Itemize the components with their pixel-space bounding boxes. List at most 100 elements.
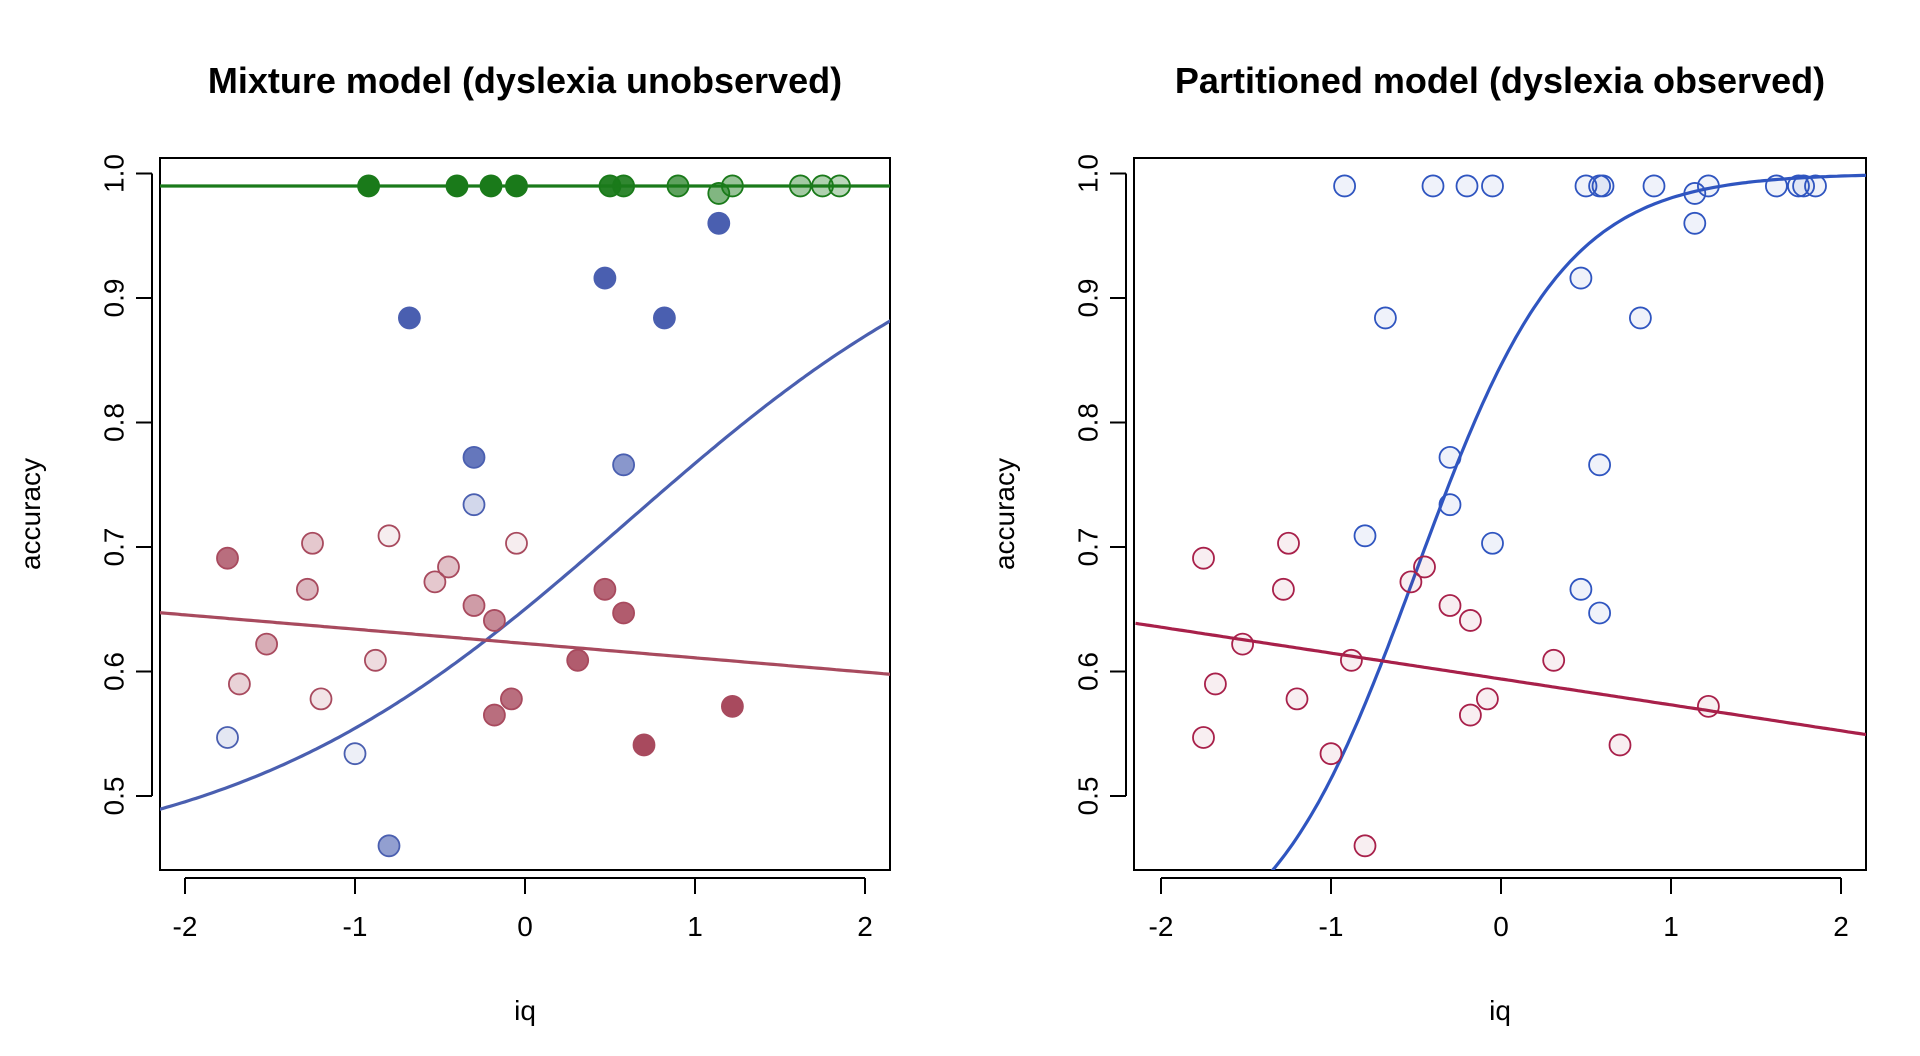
x-tick-label: 0: [1493, 911, 1509, 942]
fit-line: [1270, 173, 1866, 870]
x-tick-label: 1: [687, 911, 703, 942]
data-point: [707, 182, 731, 205]
data-point: [1277, 531, 1300, 555]
series-3: [160, 524, 890, 757]
x-tick-label: -1: [1319, 911, 1344, 942]
x-tick-label: 0: [517, 911, 533, 942]
data-point: [1413, 555, 1436, 579]
fit-line: [160, 611, 890, 676]
x-axis-label: iq: [1489, 995, 1511, 1026]
data-point: [437, 555, 460, 579]
data-point: [1787, 174, 1810, 198]
data-point: [612, 601, 635, 625]
data-point: [1459, 609, 1482, 632]
data-point: [1231, 632, 1254, 656]
data-point: [343, 742, 367, 766]
data-point: [423, 570, 447, 594]
y-tick-label: 0.6: [1073, 652, 1104, 691]
data-point: [1542, 648, 1566, 672]
data-point: [255, 632, 279, 656]
chart-panel-1: Mixture model (dyslexia unobserved) iq acc…: [15, 60, 891, 1026]
data-point: [1569, 577, 1593, 601]
x-tick-label: -1: [343, 911, 368, 942]
y-tick-label: 0.8: [99, 403, 130, 442]
data-point: [309, 687, 333, 711]
data-point: [462, 493, 486, 517]
data-point: [397, 306, 421, 330]
series-1: [1270, 173, 1866, 870]
data-point: [593, 266, 617, 290]
data-point: [482, 609, 506, 632]
data-point: [1353, 834, 1377, 858]
data-point: [653, 306, 676, 330]
y-tick-label: 0.5: [99, 777, 130, 816]
data-point: [216, 726, 239, 749]
x-tick-label: 1: [1663, 911, 1679, 942]
y-tick-label: 0.9: [1073, 279, 1104, 318]
data-point: [1481, 531, 1504, 555]
data-point: [505, 531, 528, 555]
y-tick-label: 0.7: [1073, 528, 1104, 567]
data-point: [1353, 524, 1377, 548]
data-point: [593, 577, 617, 601]
data-point: [482, 703, 506, 727]
data-point: [1374, 306, 1397, 330]
data-point: [499, 687, 523, 711]
data-point: [1459, 703, 1482, 727]
data-point: [1333, 174, 1356, 198]
data-point: [1455, 174, 1479, 198]
fit-line: [1135, 621, 1866, 737]
data-point: [377, 834, 401, 858]
x-tick-label: 2: [1833, 911, 1849, 942]
data-point: [1285, 687, 1309, 711]
data-point: [1340, 648, 1363, 672]
data-point: [363, 648, 387, 672]
y-tick-label: 0.5: [1073, 777, 1104, 816]
chart-panel-2: Partitioned model (dyslexia observed) iq a…: [989, 60, 1867, 1026]
data-point: [227, 672, 251, 696]
data-point: [1192, 726, 1215, 749]
data-point: [1804, 174, 1827, 198]
data-point: [632, 733, 656, 757]
data-point: [1319, 742, 1343, 766]
data-point: [566, 648, 590, 672]
data-point: [295, 577, 319, 601]
x-tick-label: 2: [857, 911, 873, 942]
data-point: [216, 546, 239, 570]
data-point: [1438, 594, 1462, 617]
data-point: [1204, 672, 1227, 696]
y-tick-label: 0.8: [1073, 403, 1104, 442]
x-tick-label: -2: [173, 911, 198, 942]
data-point: [1588, 453, 1611, 477]
series-1: [160, 174, 890, 205]
data-point: [612, 453, 635, 477]
chart-title: Mixture model (dyslexia unobserved): [208, 60, 842, 101]
data-point: [1591, 174, 1615, 198]
series-2: [160, 211, 890, 858]
chart-title: Partitioned model (dyslexia observed): [1175, 60, 1825, 101]
y-tick-label: 0.6: [99, 652, 130, 691]
data-point: [377, 524, 401, 548]
data-point: [707, 211, 731, 235]
data-point: [1792, 174, 1815, 198]
y-axis-label: accuracy: [989, 458, 1020, 570]
x-axis-label: iq: [514, 995, 536, 1026]
y-tick-label: 0.9: [99, 279, 130, 318]
data-point: [1192, 546, 1215, 570]
data-point: [1629, 306, 1652, 330]
y-tick-label: 1.0: [99, 154, 130, 193]
data-point: [462, 594, 486, 617]
plot-frame: [159, 157, 891, 871]
data-point: [1476, 687, 1499, 711]
plot-frame: [1133, 157, 1867, 871]
data-point: [1272, 577, 1295, 601]
data-point: [1569, 266, 1593, 290]
data-point: [1697, 694, 1720, 718]
fit-line: [160, 319, 890, 811]
data-point: [1481, 174, 1504, 198]
data-point: [1399, 570, 1423, 594]
data-point: [721, 694, 744, 718]
series-2: [1135, 531, 1866, 858]
data-point: [1683, 211, 1707, 235]
